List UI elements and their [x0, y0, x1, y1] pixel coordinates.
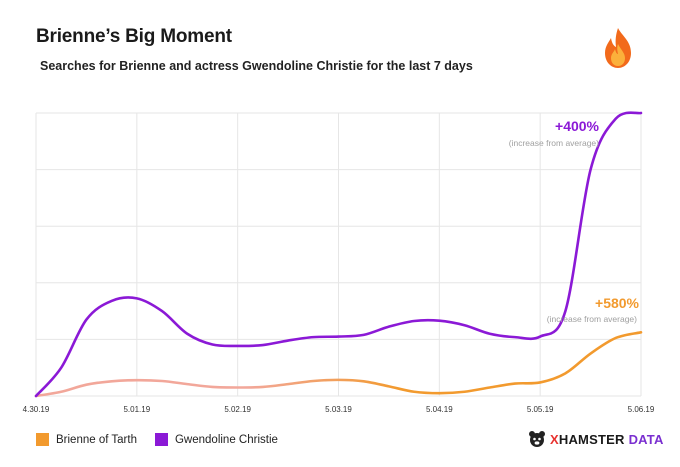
brand-name: HAMSTER: [558, 431, 625, 447]
series-line-brienne: [34, 331, 643, 398]
x-tick-label: 5.05.19: [527, 405, 554, 414]
chart-title: Brienne’s Big Moment: [36, 26, 232, 47]
x-tick-label: 4.30.19: [23, 405, 50, 414]
legend-item-gwendoline: Gwendoline Christie: [154, 433, 278, 446]
brand-prefix: X: [550, 431, 559, 447]
x-tick-label: 5.06.19: [628, 405, 655, 414]
x-axis-ticks: 4.30.19 5.01.19 5.02.19 5.03.19 5.04.19 5.05.…: [23, 405, 655, 414]
legend-label-brienne: Brienne of Tarth: [56, 433, 137, 446]
x-tick-label: 5.01.19: [123, 405, 150, 414]
brand-suffix: DATA: [628, 431, 664, 447]
x-tick-label: 5.02.19: [224, 405, 251, 414]
brand-logo: X HAMSTER DATA: [528, 430, 664, 448]
series-line-gwendoline: [34, 111, 643, 398]
chart-grid: [35, 112, 642, 397]
annotation-note: (increase from average): [547, 314, 637, 324]
annotations: +400% (increase from average) +580% (increa…: [509, 118, 640, 324]
annotation-value: +400%: [555, 118, 600, 134]
legend-item-brienne: Brienne of Tarth: [36, 433, 137, 446]
annotation-value: +580%: [595, 295, 640, 311]
annotation-note: (increase from average): [509, 138, 599, 148]
legend: Brienne of Tarth Gwendoline Christie: [36, 433, 296, 446]
hamster-logo-icon: [529, 431, 545, 447]
legend-swatch-gwendoline: [154, 433, 168, 446]
x-tick-label: 5.03.19: [325, 405, 352, 414]
fire-icon: [605, 28, 631, 68]
x-tick-label: 5.04.19: [426, 405, 453, 414]
legend-label-gwendoline: Gwendoline Christie: [174, 433, 278, 446]
chart-subtitle: Searches for Brienne and actress Gwendol…: [40, 59, 473, 73]
legend-swatch-brienne: [36, 433, 49, 446]
series-layer: [34, 111, 643, 398]
